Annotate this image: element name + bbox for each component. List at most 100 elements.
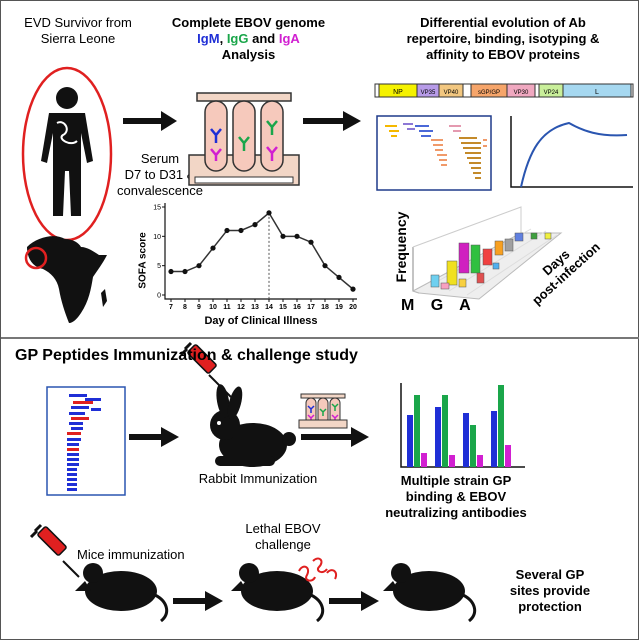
person-ribbon: [56, 121, 78, 145]
lethal-challenge-caption: Lethal EBOV challenge: [233, 521, 333, 553]
survivor-line-2: Sierra Leone: [40, 31, 116, 46]
person-body: [41, 113, 93, 216]
sofa-x-axis-label: Day of Clinical Illness: [204, 315, 318, 327]
frequency-3d-plot: [411, 206, 563, 300]
person-head: [56, 87, 78, 109]
tube-rack: [188, 92, 300, 186]
analysis-label: Analysis: [221, 47, 276, 62]
sofa-y-tick-label: 0: [157, 293, 161, 300]
kinetics-curve: [520, 121, 628, 188]
isotype-axis-m: M: [401, 297, 421, 314]
sofa-point: [322, 263, 328, 269]
sofa-axes: [164, 203, 357, 300]
sofa-x-tick-label: 15: [279, 304, 287, 311]
isotype-axis-labels: M G A: [401, 297, 477, 315]
sofa-x-tick-label: 14: [265, 304, 273, 311]
arrow-mouse-1-to-2: [173, 591, 223, 611]
isotype-igg: IgG: [226, 31, 249, 46]
isotype-line: IgM, IgG and IgA: [161, 31, 336, 47]
peptide-box: [46, 386, 126, 496]
sofa-x-tick-label: 8: [183, 304, 187, 311]
sierra-leone-marker: [24, 246, 48, 270]
several-line-1: Several GP: [515, 567, 585, 582]
gene-vp30-box: [506, 83, 536, 98]
antibody-iga-1: [210, 148, 222, 161]
isotype-and: and: [252, 31, 276, 46]
sofa-point: [196, 263, 202, 269]
isotype-axis-g: G: [430, 297, 450, 314]
antibody-igg-2: [266, 120, 278, 135]
rabbit-icon: [210, 384, 296, 467]
binding-kinetics-plot: [510, 116, 633, 188]
tube-rack-small: [298, 393, 348, 429]
ebov-virus-icon: [298, 557, 337, 582]
survivor-caption: EVD Survivor from Sierra Leone: [13, 15, 143, 47]
sofa-y-tick-label: 5: [157, 263, 161, 270]
sofa-point: [238, 227, 244, 234]
sofa-series-line: [171, 211, 354, 290]
multiple-strain-caption: Multiple strain GP binding & EBOV neutra…: [371, 473, 541, 521]
serum-line-1: Serum: [140, 151, 180, 166]
sofa-point: [280, 233, 286, 239]
sofa-y-tick-label: 10: [153, 234, 161, 241]
sofa-x-tick-label: 11: [223, 304, 231, 311]
antibody-bar-chart: [400, 383, 525, 468]
tube-3: [260, 100, 284, 172]
lethal-line-2: challenge: [255, 537, 311, 552]
sofa-point: [252, 222, 258, 228]
syringe-icon: [179, 341, 232, 398]
gene-vp30-label: VP30: [514, 90, 529, 96]
serum-line-2: D7 to D31 &: [124, 167, 196, 182]
gene-vp40-label: VP40: [444, 90, 459, 96]
arrow-survivor-to-tubes: [123, 111, 177, 131]
multi-line-2: binding & EBOV: [405, 489, 507, 504]
sofa-x-tick-label: 9: [197, 304, 201, 311]
arrow-tubes-to-analysis: [303, 111, 361, 131]
sofa-points: [168, 210, 356, 292]
rack-foot: [194, 176, 294, 184]
genome-caption: Complete EBOV genome IgM, IgG and IgA An…: [161, 15, 336, 63]
genome-title: Complete EBOV genome: [171, 15, 326, 30]
sofa-point: [210, 245, 216, 251]
gene-np-label: NP: [393, 89, 403, 96]
sofa-y-tick-label: 15: [153, 205, 161, 212]
antibody-igm-1: [210, 128, 222, 143]
sofa-x-tick-label: 18: [321, 304, 329, 311]
sofa-y-axis-label: SOFA score: [137, 232, 149, 289]
gene-gp-label: sGP/GP: [478, 90, 500, 96]
bottom-panel-title: GP Peptides Immunization & challenge stu…: [15, 347, 358, 364]
sofa-point: [182, 268, 188, 275]
tube-2: [232, 100, 256, 172]
arrow-peptides-to-rabbit: [129, 427, 179, 447]
mouse-icon-3: [383, 563, 477, 623]
mouse-icon-1: [75, 563, 169, 623]
antibody-igg-1: [238, 136, 250, 151]
several-line-2: sites provide: [509, 583, 591, 598]
protection-caption: Several GP sites provide protection: [495, 567, 605, 615]
isotype-separator: ,: [219, 31, 224, 46]
sofa-point: [308, 239, 314, 245]
serum-caption: Serum D7 to D31 & convalescence: [105, 151, 215, 199]
gene-l-label: L: [595, 89, 599, 96]
africa-map: [24, 236, 107, 323]
kinetics-axes: [510, 116, 633, 188]
bar-chart-axes: [400, 383, 525, 468]
several-line-3: protection: [518, 599, 582, 614]
arrow-mouse-2-to-3: [329, 591, 379, 611]
gene-l-box: [562, 83, 632, 98]
arrow-rabbit-to-antibodies: [301, 427, 369, 447]
genome-map: NP VP35 VP40 sGP/GP VP30 VP24 L: [374, 83, 634, 98]
sofa-point: [294, 233, 300, 239]
peptide-map: [46, 386, 126, 496]
lethal-line-1: Lethal EBOV: [245, 521, 321, 536]
gene-vp24-label: VP24: [544, 90, 559, 96]
sofa-x-tick-label: 10: [209, 304, 217, 311]
isotype-iga: IgA: [278, 31, 300, 46]
isotype-igm: IgM: [197, 31, 220, 46]
serum-line-3: convalescence: [117, 183, 203, 198]
sofa-point: [350, 286, 356, 292]
differential-caption: Differential evolution of Ab repertoire,…: [373, 15, 633, 63]
sofa-point: [168, 268, 174, 275]
